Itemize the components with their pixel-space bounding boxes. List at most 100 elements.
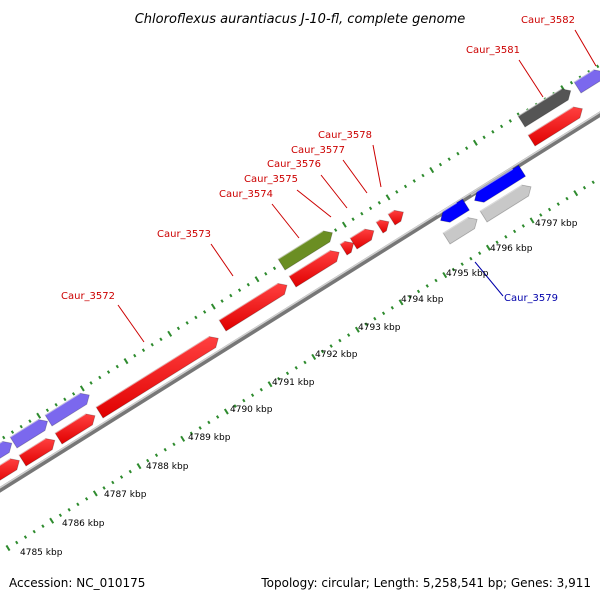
inner-tick (373, 316, 377, 321)
gene-arrow (18, 438, 56, 467)
inner-tick (311, 353, 317, 361)
scale-labels: 4785 kbp 4786 kbp 4787 kbp 4788 kbp 4789 kbp… (20, 219, 578, 558)
scale-label: 4790 kbp (230, 405, 273, 415)
inner-tick (425, 284, 429, 288)
leader-line (271, 203, 300, 239)
gene-label: Caur_3574 (219, 189, 273, 200)
gene-highlight (288, 249, 331, 277)
outer-tick (63, 397, 67, 402)
outer-tick (377, 201, 381, 205)
outer-tick (447, 157, 451, 161)
inner-tick (102, 486, 106, 490)
inner-tick (58, 513, 63, 518)
inner-tick (267, 381, 273, 388)
gene-caur-3581 (527, 106, 583, 147)
scale-label: 4787 kbp (104, 490, 147, 500)
gene-olive (277, 230, 333, 271)
inner-tick (198, 426, 202, 430)
gene-highlight (573, 69, 594, 83)
inner-tick (32, 529, 36, 534)
scale-label: 4795 kbp (446, 269, 489, 279)
inner-tick (338, 338, 342, 343)
scale-label: 4786 kbp (62, 519, 105, 529)
outer-tick (421, 173, 425, 178)
inner-tick (320, 349, 325, 354)
inner-tick (84, 497, 89, 501)
inner-tick (154, 453, 159, 457)
outer-tick (482, 135, 486, 140)
outer-tick (499, 124, 504, 129)
gene-gray (442, 217, 478, 245)
inner-tick (416, 289, 421, 294)
inner-tick (478, 251, 482, 256)
inner-tick (15, 540, 19, 545)
gene-features (0, 69, 600, 481)
gene-arrow (0, 458, 20, 481)
scale-label: 4785 kbp (20, 548, 63, 558)
gene-label: Caur_3581 (466, 45, 520, 56)
leader-line (320, 174, 348, 209)
inner-tick (329, 344, 333, 348)
outer-tick (89, 381, 93, 385)
outer-tick (2, 435, 6, 440)
outer-tick (237, 288, 242, 292)
inner-tick (539, 213, 543, 217)
inner-tick (303, 360, 307, 365)
inner-tick (364, 322, 368, 326)
outer-tick (79, 385, 85, 392)
inner-tick (529, 217, 535, 224)
gene-highlight (527, 106, 574, 136)
outer-tick (438, 162, 443, 167)
outer-tick (465, 146, 469, 151)
leader-line (210, 243, 234, 277)
inner-tick (250, 393, 255, 397)
gene-label: Caur_3579 (504, 293, 558, 304)
gene-label: Caur_3576 (267, 159, 321, 170)
inner-tick (189, 431, 194, 436)
gene-highlight (517, 88, 562, 117)
outer-tick (360, 211, 364, 216)
accession-text: Accession: NC_010175 (9, 576, 145, 590)
gene-arrow (0, 440, 13, 459)
gene-caur-3575 (339, 240, 355, 256)
inner-tick (128, 469, 132, 474)
outer-tick (491, 130, 495, 134)
outer-tick (71, 392, 76, 396)
outer-tick (403, 184, 408, 189)
gene-label: Caur_3575 (244, 174, 298, 185)
outer-tick (229, 293, 233, 298)
inner-tick (346, 333, 351, 337)
outer-tick (596, 64, 600, 69)
gene-highlight (44, 392, 81, 416)
inner-tick (180, 435, 186, 442)
inner-tick (285, 371, 290, 376)
outer-tick (341, 221, 347, 228)
gene-arrow (44, 392, 90, 427)
outer-tick (194, 315, 198, 320)
inner-tick (111, 480, 115, 485)
gene-highlight (0, 458, 11, 466)
gene-caur-3579 (440, 198, 470, 223)
outer-tick (508, 119, 512, 123)
outer-tick (98, 375, 102, 380)
inner-tick (259, 387, 263, 392)
leader-line (342, 159, 368, 194)
inner-tick (485, 244, 491, 251)
gene-label: Caur_3578 (318, 130, 372, 141)
inner-tick (582, 185, 587, 190)
outer-tick (185, 321, 189, 325)
inner-tick (521, 224, 525, 228)
inner-tick (469, 256, 473, 261)
inner-tick (242, 398, 246, 403)
outer-tick (167, 330, 173, 337)
gene-caur-3580 (474, 164, 527, 203)
inner-tick (76, 502, 80, 507)
outer-tick (254, 276, 260, 283)
inner-tick (233, 404, 237, 408)
gene-caur-3574 (288, 250, 340, 288)
inner-tick (573, 190, 579, 197)
gene-highlight (54, 413, 86, 434)
gene-label: Caur_3573 (157, 229, 211, 240)
gene-highlight (470, 168, 514, 196)
